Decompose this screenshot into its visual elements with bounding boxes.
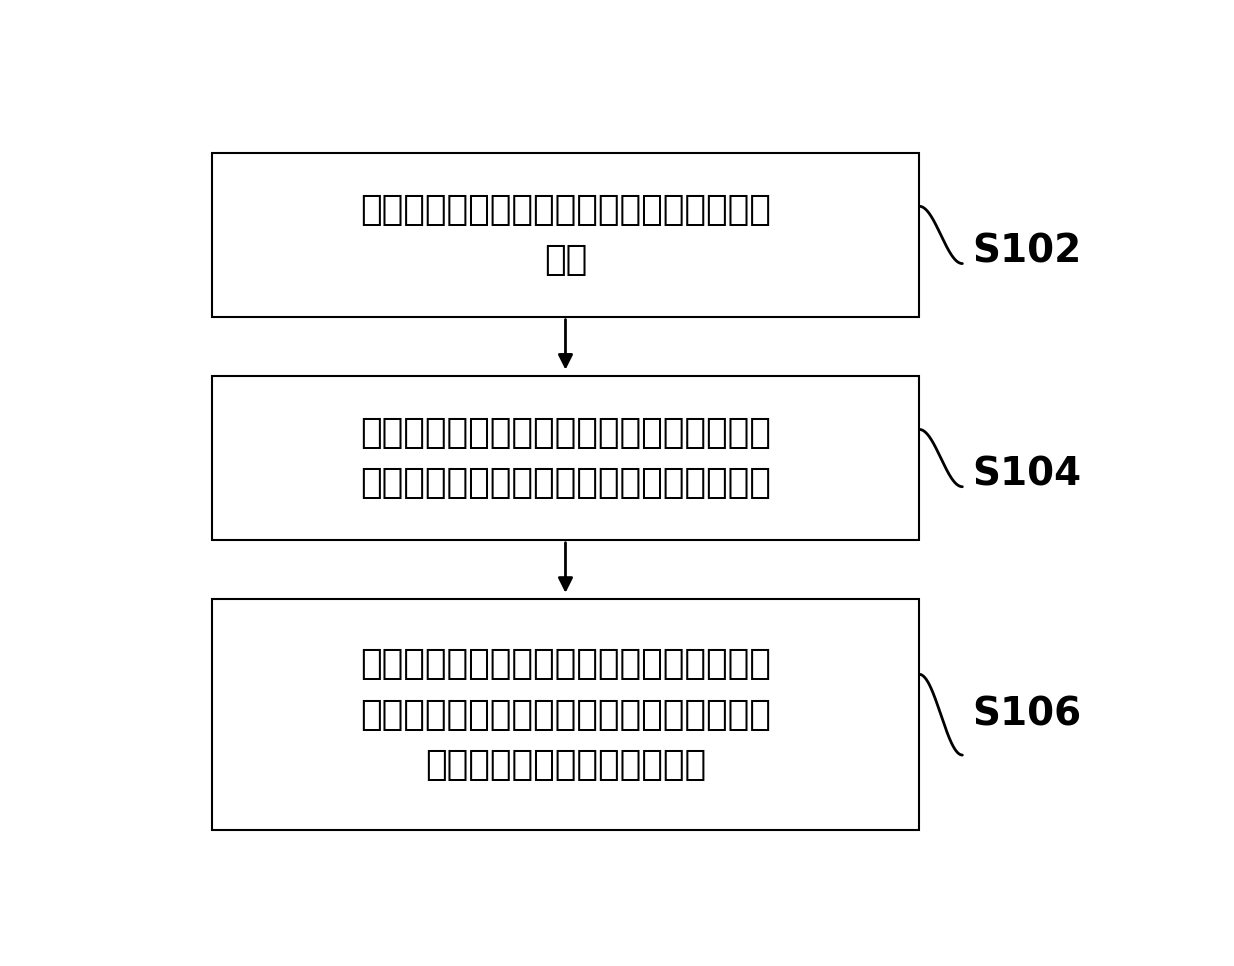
- Text: S102: S102: [972, 232, 1081, 270]
- Bar: [212, 376, 919, 540]
- Text: 向注塑机发送加工指令，以控制注塑机基于
加工指令对定子镶件执行喷胶以及合模操作: 向注塑机发送加工指令，以控制注塑机基于 加工指令对定子镶件执行喷胶以及合模操作: [360, 416, 771, 500]
- Text: S104: S104: [972, 455, 1081, 494]
- Text: 控制六轴机器人将定子镶件放置到注塑机模
具中: 控制六轴机器人将定子镶件放置到注塑机模 具中: [360, 193, 771, 277]
- Bar: [212, 599, 919, 830]
- Text: S106: S106: [972, 696, 1081, 734]
- Bar: [212, 153, 919, 317]
- Text: 在确定注塑机的合模机合模完成后，向合模
机发送开模指令，以控制合模机基于开模指
令执行开模操作得到空调风叶: 在确定注塑机的合模机合模完成后，向合模 机发送开模指令，以控制合模机基于开模指 …: [360, 647, 771, 781]
